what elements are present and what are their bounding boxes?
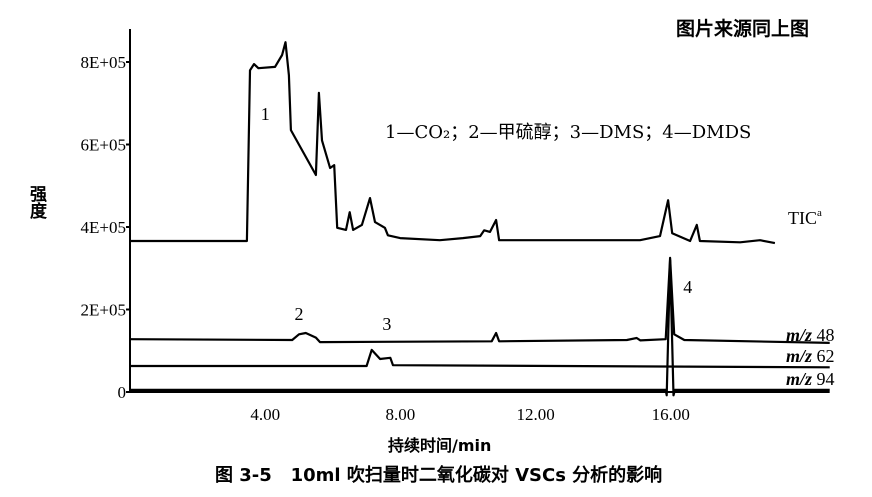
series-label: m/z 48 bbox=[786, 325, 835, 345]
y-tick-label: 6E+05 bbox=[81, 136, 126, 155]
y-tick-label: 8E+05 bbox=[81, 53, 126, 72]
trace-m-z-48 bbox=[129, 256, 830, 344]
y-tick-label: 4E+05 bbox=[81, 218, 126, 237]
x-tick-label: 12.00 bbox=[516, 405, 554, 424]
legend-text: 1—CO₂；2—甲硫醇；3—DMS；4—DMDS bbox=[385, 122, 752, 143]
figure-caption: 图 3-5 10ml 吹扫量时二氧化碳对 VSCs 分析的影响 bbox=[215, 465, 663, 486]
trace-m-z-94 bbox=[130, 258, 830, 397]
peak-label-4: 4 bbox=[683, 277, 692, 297]
y-axis-title: 强度 bbox=[26, 185, 46, 219]
x-tick-label: 16.00 bbox=[652, 405, 690, 424]
x-axis-title: 持续时间/min bbox=[388, 436, 492, 455]
series-label: m/z 94 bbox=[786, 369, 835, 389]
x-tick-label: 8.00 bbox=[386, 405, 416, 424]
series-label: m/z 62 bbox=[786, 346, 835, 366]
peak-label-1: 1 bbox=[261, 104, 270, 124]
trace-m-z-62 bbox=[130, 348, 830, 369]
series-label: TICa bbox=[788, 207, 822, 228]
y-tick-label: 0 bbox=[118, 383, 127, 402]
source-note: 图片来源同上图 bbox=[676, 18, 810, 40]
x-tick-label: 4.00 bbox=[250, 405, 280, 424]
peak-label-3: 3 bbox=[382, 314, 391, 334]
y-tick-label: 2E+05 bbox=[81, 301, 126, 320]
trace-tic bbox=[130, 41, 776, 245]
peak-label-2: 2 bbox=[295, 304, 304, 324]
